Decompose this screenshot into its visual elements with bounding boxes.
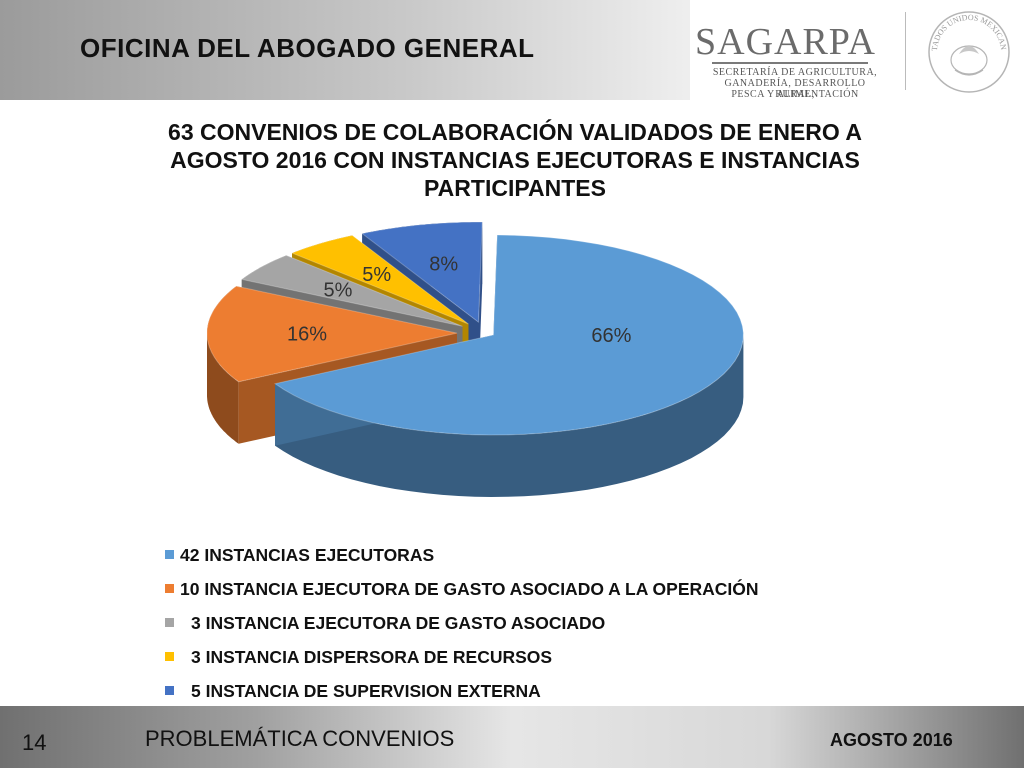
legend-label: 3 INSTANCIA EJECUTORA DE GASTO ASOCIADO [191, 613, 606, 633]
legend-label: 42 INSTANCIAS EJECUTORAS [180, 545, 435, 565]
svg-text:ESTADOS UNIDOS MEXICANOS: ESTADOS UNIDOS MEXICANOS [925, 8, 1008, 51]
legend-swatch [165, 618, 174, 627]
pie-slice [206, 285, 458, 383]
mexico-seal-icon: ESTADOS UNIDOS MEXICANOS [925, 8, 1010, 93]
logo-divider-line [712, 62, 868, 64]
pie-chart: 66% 16% 5% 5% 8% [206, 221, 744, 497]
chart-title-line-1: 63 CONVENIOS DE COLABORACIÓN VALIDADOS D… [168, 119, 862, 145]
seal-text: ESTADOS UNIDOS MEXICANOS [925, 8, 1008, 51]
chart-title-line-3: PARTICIPANTES [424, 175, 606, 201]
legend-swatch [165, 652, 174, 661]
logo-subtitle-line-1: SECRETARÍA DE AGRICULTURA, [712, 67, 878, 78]
legend-swatch [165, 686, 174, 695]
legend-label: 5 INSTANCIA DE SUPERVISION EXTERNA [191, 681, 541, 701]
sagarpa-logo-text: SAGARPA [695, 21, 876, 63]
legend-swatch [165, 550, 174, 559]
legend-swatch [165, 584, 174, 593]
footer-date: AGOSTO 2016 [830, 730, 953, 750]
pie-data-label: 5% [362, 264, 391, 286]
legend-label: 10 INSTANCIA EJECUTORA DE GASTO ASOCIADO… [180, 579, 759, 599]
page-number: 14 [22, 730, 47, 755]
logo-subtitle-line-3: PESCA Y ALIMENTACIÓN [731, 89, 859, 100]
pie-slice [361, 221, 483, 324]
pie-data-label: 8% [429, 254, 458, 276]
pie-slice [290, 234, 469, 325]
pie-data-label: 16% [287, 324, 327, 346]
pie-data-label: 5% [324, 279, 353, 301]
logo-subtitle-line-2: GANADERÍA, DESARROLLO RURAL, [724, 78, 866, 100]
footer-bar [0, 706, 1024, 768]
pie-slice [273, 234, 744, 436]
legend-label: 3 INSTANCIA DISPERSORA DE RECURSOS [191, 647, 553, 667]
pie-slice-side [275, 335, 744, 497]
chart-title-line-2: AGOSTO 2016 CON INSTANCIAS EJECUTORAS E … [170, 147, 860, 173]
footer-section-title: PROBLEMÁTICA CONVENIOS [145, 726, 455, 751]
logo-separator [905, 12, 906, 90]
header-title: OFICINA DEL ABOGADO GENERAL [80, 33, 535, 63]
chart-title: 63 CONVENIOS DE COLABORACIÓN VALIDADOS D… [110, 118, 920, 202]
pie-slice [240, 254, 463, 327]
pie-data-label: 66% [591, 325, 631, 347]
